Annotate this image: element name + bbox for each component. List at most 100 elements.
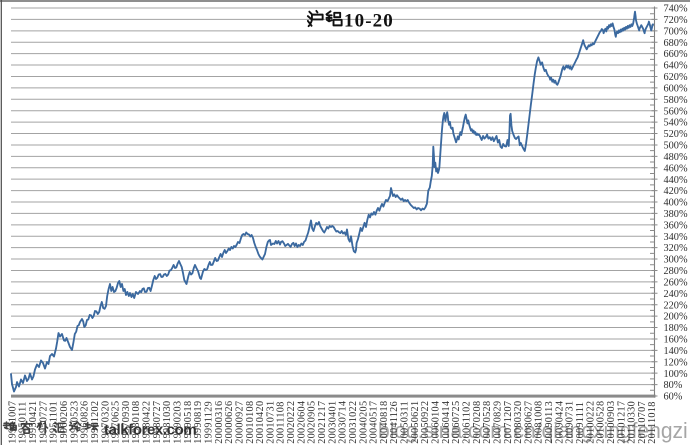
svg-text:19990203: 19990203 [173,401,184,444]
svg-text:19970320: 19970320 [100,401,111,444]
svg-text:340%: 340% [664,232,688,243]
svg-text:20070829: 20070829 [492,401,503,444]
svg-text:260%: 260% [664,278,688,289]
svg-text:420%: 420% [664,186,688,197]
svg-text:80%: 80% [664,380,683,391]
svg-text:19990819: 19990819 [193,401,204,444]
svg-text:20110330: 20110330 [627,401,638,444]
svg-text:120%: 120% [664,357,688,368]
svg-text:160%: 160% [664,335,688,346]
svg-text:19970930: 19970930 [121,401,132,444]
svg-text:20100222: 20100222 [585,401,596,444]
svg-text:720%: 720% [664,15,688,26]
svg-text:480%: 480% [664,152,688,163]
svg-text:20060725: 20060725 [451,401,462,444]
svg-text:20050311: 20050311 [400,401,411,444]
svg-text:500%: 500% [664,141,688,152]
svg-text:400%: 400% [664,198,688,209]
svg-text:240%: 240% [664,289,688,300]
svg-text:19950421: 19950421 [28,401,39,444]
svg-text:440%: 440% [664,175,688,186]
svg-text:19941007: 19941007 [7,401,18,444]
svg-text:20090113: 20090113 [544,401,555,444]
svg-text:540%: 540% [664,118,688,129]
svg-text:180%: 180% [664,323,688,334]
svg-text:19980108: 19980108 [131,401,142,444]
svg-text:560%: 560% [664,106,688,117]
svg-text:660%: 660% [664,49,688,60]
svg-text:520%: 520% [664,129,688,140]
svg-text:20060414: 20060414 [441,401,452,444]
svg-text:20101217: 20101217 [616,401,627,444]
svg-text:640%: 640% [664,61,688,72]
svg-text:20080320: 20080320 [513,401,524,444]
svg-text:20090731: 20090731 [565,401,576,444]
svg-text:60%: 60% [664,392,683,403]
svg-text:19981030: 19981030 [162,401,173,444]
svg-text:19960206: 19960206 [59,401,70,444]
svg-text:380%: 380% [664,209,688,220]
svg-text:19950111: 19950111 [18,401,29,443]
svg-text:19961202: 19961202 [90,401,101,444]
svg-text:20111018: 20111018 [647,401,658,443]
svg-text:talkforex.com: talkforex.com [104,422,196,439]
svg-text:20020604: 20020604 [296,401,307,444]
svg-text:300%: 300% [664,255,688,266]
svg-text:20011108: 20011108 [276,401,287,443]
svg-text:20030401: 20030401 [327,401,338,444]
svg-text:19991129: 19991129 [204,401,215,444]
svg-text:20050922: 20050922 [420,401,431,444]
svg-text:20031022: 20031022 [348,401,359,444]
svg-text:19960826: 19960826 [80,401,91,444]
svg-text:20100903: 20100903 [606,401,617,444]
svg-text:20030714: 20030714 [338,401,349,444]
svg-text:20040818: 20040818 [379,401,390,444]
svg-text:700%: 700% [664,26,688,37]
svg-text:20110707: 20110707 [637,401,648,444]
svg-text:20010731: 20010731 [265,401,276,444]
svg-text:10-20: 10-20 [344,11,394,32]
svg-text:19990518: 19990518 [183,401,194,444]
svg-text:620%: 620% [664,72,688,83]
svg-text:20000316: 20000316 [214,401,225,444]
svg-text:20020222: 20020222 [286,401,297,444]
svg-text:20091111: 20091111 [575,402,586,444]
svg-text:20000626: 20000626 [224,401,235,444]
svg-text:460%: 460% [664,163,688,174]
svg-text:20000927: 20000927 [234,401,245,444]
svg-text:20090424: 20090424 [554,401,565,444]
svg-text:19960523: 19960523 [69,401,80,444]
svg-text:20061102: 20061102 [462,401,473,444]
svg-text:19970625: 19970625 [111,401,122,444]
svg-text:580%: 580% [664,95,688,106]
svg-text:360%: 360% [664,220,688,231]
svg-text:blog.sina.com.cn/qiangxingfeng: blog.sina.com.cn/qiangxingfengzi [378,417,688,443]
svg-text:20070528: 20070528 [482,401,493,444]
svg-text:19950727: 19950727 [38,401,49,444]
svg-text:20080627: 20080627 [523,401,534,444]
svg-text:19980422: 19980422 [142,401,153,444]
svg-text:20071207: 20071207 [503,401,514,444]
svg-text:19951101: 19951101 [49,401,60,444]
svg-text:100%: 100% [664,369,688,380]
svg-text:20040205: 20040205 [358,401,369,444]
svg-text:320%: 320% [664,243,688,254]
svg-text:200%: 200% [664,312,688,323]
svg-text:20021217: 20021217 [317,401,328,444]
svg-text:20081008: 20081008 [534,401,545,444]
svg-text:20040517: 20040517 [369,401,380,444]
svg-text:19980727: 19980727 [152,401,163,444]
svg-text:20050621: 20050621 [410,401,421,444]
svg-text:280%: 280% [664,266,688,277]
svg-text:600%: 600% [664,84,688,95]
svg-text:140%: 140% [664,346,688,357]
svg-text:20070208: 20070208 [472,401,483,444]
svg-text:20100528: 20100528 [596,401,607,444]
svg-text:20041126: 20041126 [389,401,400,444]
svg-text:20060104: 20060104 [431,401,442,444]
svg-text:20010420: 20010420 [255,401,266,444]
svg-text:680%: 680% [664,38,688,49]
svg-text:20010108: 20010108 [245,401,256,444]
svg-text:20020905: 20020905 [307,401,318,444]
svg-text:220%: 220% [664,300,688,311]
